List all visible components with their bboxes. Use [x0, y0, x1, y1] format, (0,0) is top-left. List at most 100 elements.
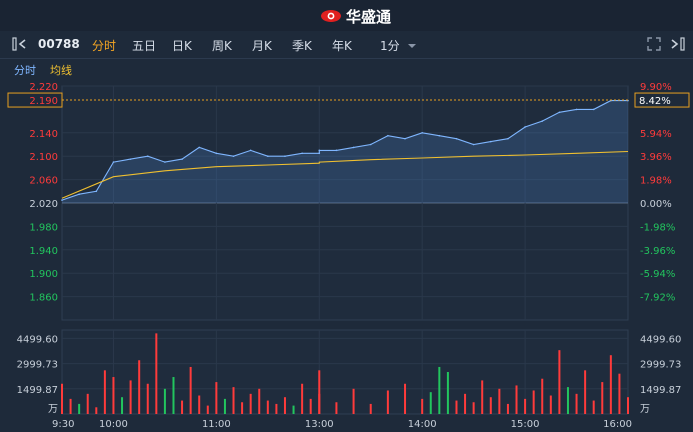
price-point — [198, 146, 201, 149]
tab-yearly-k[interactable]: 年K — [332, 39, 352, 53]
brand-logo: 华盛通 — [320, 6, 391, 26]
price-point — [318, 149, 321, 152]
volume-tick-label: 1499.87 — [17, 385, 58, 396]
price-point — [489, 140, 492, 143]
volume-bar — [189, 366, 192, 414]
price-point — [164, 161, 166, 163]
volume-bar — [301, 383, 304, 414]
interval-select[interactable]: 1分 — [380, 37, 417, 54]
timeshare-label[interactable]: 分时 — [14, 64, 36, 77]
volume-bar — [481, 380, 484, 414]
volume-panel — [61, 329, 629, 415]
price-point — [78, 193, 80, 196]
volume-unit-label-right: 万 — [640, 404, 650, 415]
volume-bar — [275, 403, 278, 414]
pct-tick-label: -7.92% — [640, 293, 675, 304]
volume-bar — [78, 403, 81, 414]
volume-bar — [121, 397, 124, 414]
price-point — [524, 126, 526, 128]
brand-eye-icon — [321, 10, 341, 22]
volume-bar — [438, 366, 441, 414]
time-tick-label: 9:30 — [52, 419, 74, 430]
volume-bar — [163, 388, 166, 414]
price-point — [112, 161, 115, 163]
volume-tick-label-right: 1499.87 — [640, 385, 681, 396]
tab-quarterly-k[interactable]: 季K — [292, 39, 312, 53]
tab-five-day[interactable]: 五日 — [132, 39, 157, 53]
tab-weekly-k[interactable]: 周K — [212, 39, 232, 53]
price-point — [387, 134, 389, 137]
volume-bar — [146, 383, 149, 414]
volume-bar — [138, 360, 141, 414]
average-line-label[interactable]: 均线 — [50, 64, 72, 77]
volume-bar — [283, 397, 286, 414]
price-point — [507, 137, 509, 140]
volume-bar — [103, 370, 106, 414]
price-point — [215, 152, 218, 155]
volume-bar — [446, 372, 449, 414]
price-point — [592, 108, 595, 111]
volume-bar — [95, 407, 98, 414]
volume-bar — [558, 350, 561, 414]
volume-unit-label: 万 — [48, 404, 58, 415]
fullscreen-icon[interactable] — [646, 36, 662, 55]
price-tick-label: 1.980 — [29, 222, 58, 233]
volume-bar — [404, 383, 407, 414]
price-point — [558, 111, 561, 114]
volume-bar — [215, 382, 218, 414]
price-point — [352, 146, 355, 149]
price-point — [129, 158, 132, 160]
indicator-bar: 分时 均线 — [0, 59, 693, 79]
volume-tick-label-right: 4499.60 — [640, 334, 681, 345]
time-tick-label: 16:00 — [603, 419, 632, 430]
volume-bar — [61, 383, 63, 414]
volume-tick-label-right: 2999.73 — [640, 360, 681, 371]
volume-bar — [335, 402, 338, 414]
volume-bar — [429, 392, 432, 414]
volume-bar — [181, 400, 184, 414]
average-line — [61, 150, 629, 199]
collapse-left-icon[interactable] — [12, 36, 30, 55]
volume-bar — [421, 398, 424, 414]
price-point — [95, 190, 98, 193]
volume-bar — [575, 393, 578, 414]
pct-tick-label: 0.00% — [640, 199, 672, 210]
pct-tick-label: -1.98% — [640, 222, 675, 233]
pct-tick-label: 3.96% — [640, 152, 672, 163]
volume-bar — [172, 377, 175, 414]
price-point — [232, 155, 235, 157]
tab-timeshare[interactable]: 分时 — [92, 39, 117, 53]
brand-name: 华盛通 — [346, 7, 392, 26]
pct-tick-label: 1.98% — [640, 176, 672, 187]
collapse-right-icon[interactable] — [667, 36, 685, 55]
price-tick-label: 1.900 — [29, 269, 58, 280]
volume-bar — [112, 377, 115, 414]
price-tick-label: 2.220 — [29, 82, 58, 93]
price-tick-label: 2.140 — [29, 129, 58, 140]
tab-monthly-k[interactable]: 月K — [252, 39, 272, 53]
volume-bar — [232, 387, 235, 414]
chart-toolbar: 00788 分时 五日 日K 周K 月K 季K 年K 1分 — [0, 31, 693, 59]
price-point — [541, 120, 544, 122]
volume-bar — [455, 400, 458, 414]
volume-bar — [318, 393, 321, 414]
price-point — [438, 134, 441, 137]
volume-bar — [206, 405, 209, 414]
pct-tick-label: -3.96% — [640, 246, 675, 257]
current-price-box — [7, 92, 63, 108]
price-tick-label: 2.100 — [29, 152, 58, 163]
volume-bar — [549, 395, 552, 414]
tab-daily-k[interactable]: 日K — [172, 39, 192, 53]
price-point — [301, 152, 303, 155]
volume-bar — [506, 403, 509, 414]
volume-bar — [489, 397, 492, 414]
volume-bar — [352, 388, 355, 414]
current-price-label: 2.190 — [29, 96, 58, 107]
price-tick-label: 2.020 — [29, 199, 58, 210]
price-point — [575, 108, 578, 111]
volume-bar — [584, 370, 587, 414]
price-tick-label: 2.060 — [29, 176, 58, 187]
price-point — [335, 149, 338, 152]
volume-bar — [86, 393, 89, 414]
volume-bar — [241, 402, 244, 414]
